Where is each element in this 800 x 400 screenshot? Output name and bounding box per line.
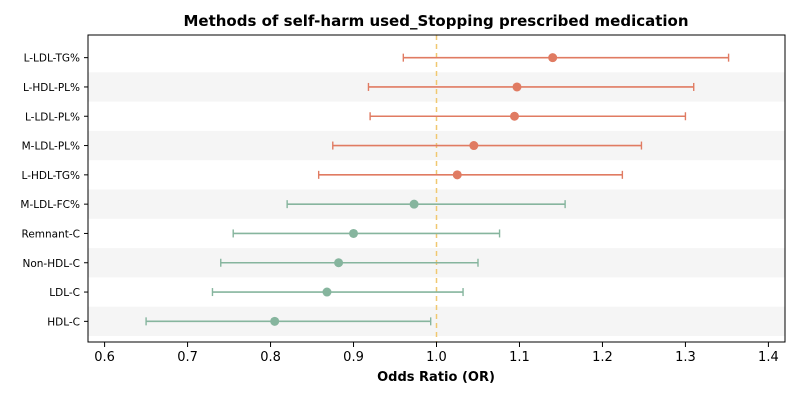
or-point [548,53,558,63]
x-tick-label: 1.4 [758,350,779,365]
x-tick-label: 1.2 [592,350,613,365]
estimate-row [367,82,695,92]
estimate-row [211,287,464,297]
y-tick-label: LDL-C [49,287,80,299]
estimate-row [145,316,432,326]
x-tick-label: 1.0 [426,350,447,365]
x-tick-label: 1.3 [675,350,696,365]
or-point [452,170,462,180]
or-point [334,258,344,268]
x-tick-label: 0.7 [177,350,198,365]
or-point [469,141,479,151]
or-point [509,111,519,121]
x-tick-label: 0.6 [94,350,115,365]
y-axis-ticks: L-LDL-TG% L-HDL-PL% L-LDL-PL% M-LDL-PL% L-HD… [20,53,88,328]
estimate-row [232,228,501,238]
estimate-row [286,199,566,209]
estimate-row [402,53,730,63]
or-point [322,287,332,297]
y-tick-label: L-HDL-PL% [23,82,80,94]
estimate-row [369,111,687,121]
or-point [409,199,419,209]
or-point [512,82,522,92]
x-axis-ticks: 0.6 0.7 0.8 0.9 1.0 1.1 1.2 1.3 1.4 [94,342,779,365]
y-tick-label: L-LDL-TG% [24,53,80,65]
y-tick-label: L-LDL-PL% [25,111,80,123]
x-tick-label: 0.8 [260,350,281,365]
x-axis-label: Odds Ratio (OR) [377,370,495,385]
estimate-row [332,141,643,151]
y-tick-label: M-LDL-FC% [20,199,80,211]
or-point [349,228,359,238]
x-tick-label: 1.1 [509,350,530,365]
y-tick-label: Non-HDL-C [23,258,81,270]
y-tick-label: M-LDL-PL% [22,141,80,153]
estimate-row [220,258,479,268]
x-tick-label: 0.9 [343,350,364,365]
or-point [270,316,280,326]
chart-title: Methods of self-harm used_Stopping presc… [183,12,688,30]
estimate-rows [145,53,730,326]
y-tick-label: Remnant-C [22,228,81,240]
y-tick-label: HDL-C [47,316,80,328]
y-tick-label: L-HDL-TG% [22,170,80,182]
estimate-row [317,170,624,180]
